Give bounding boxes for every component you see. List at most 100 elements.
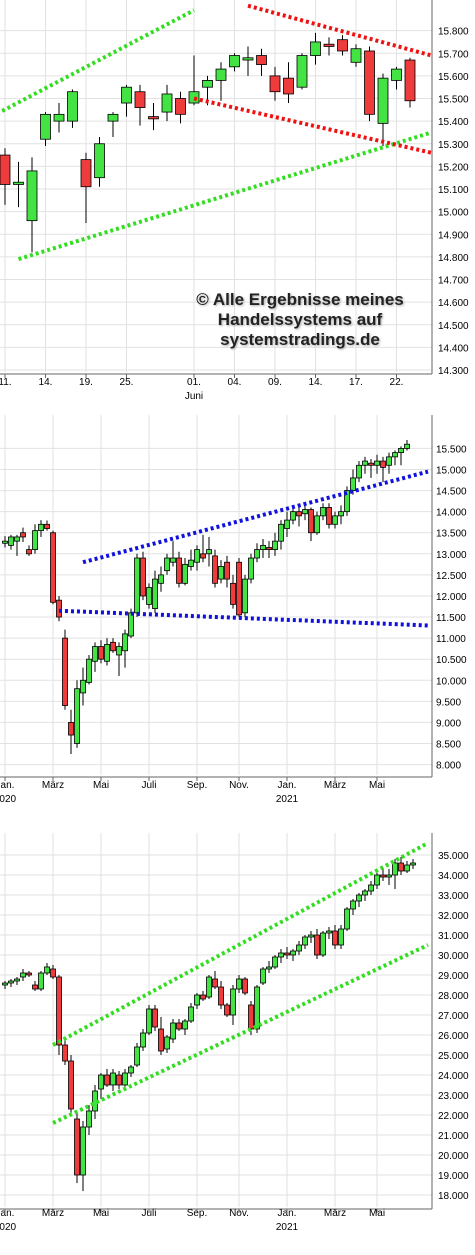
candle-body xyxy=(290,950,296,956)
y-tick-label: 20.000 xyxy=(438,1151,469,1162)
candlestick-chart-1: 15.800 15.700 15.600 15.500 15.400 15.300 15.2… xyxy=(0,0,469,402)
y-tick-label: 14.500 xyxy=(436,487,467,498)
x-tick-label: Sep. xyxy=(187,780,208,791)
candle-body xyxy=(350,900,356,910)
candle-body xyxy=(323,43,335,47)
y-tick-label: 15.500 xyxy=(438,95,469,106)
candle-body xyxy=(200,994,206,1000)
y-tick-label: 14.500 xyxy=(438,321,469,332)
y-tick-label: 21.000 xyxy=(438,1131,469,1142)
candle-body xyxy=(116,646,122,656)
candle-body xyxy=(337,39,348,52)
y-tick-label: 24.000 xyxy=(438,1071,469,1082)
candle-body xyxy=(266,966,272,970)
y-tick-label: 15.400 xyxy=(438,117,469,128)
trend-line xyxy=(82,469,429,565)
candle-body xyxy=(296,55,308,88)
candle-body xyxy=(188,1006,194,1022)
candle-body xyxy=(146,1008,152,1034)
candle-body xyxy=(128,1066,134,1074)
y-tick-label: 14.800 xyxy=(438,253,469,264)
candle-body xyxy=(32,530,38,550)
candle-body xyxy=(344,490,350,513)
candle-body xyxy=(242,578,248,614)
candle-body xyxy=(332,515,338,525)
y-tick-label: 13.000 xyxy=(436,550,467,561)
y-tick-label: 18.000 xyxy=(438,1191,469,1202)
candle-body xyxy=(344,908,350,930)
watermark-line-3: systemstradings.de xyxy=(220,330,380,349)
copyright-watermark: © Alle Ergebnisse meines Handelssystems … xyxy=(175,290,425,350)
candle-body xyxy=(134,91,146,108)
x-subtick-label: Juni xyxy=(185,391,203,402)
candle-body xyxy=(229,55,240,68)
candle-body xyxy=(86,1110,92,1128)
y-tick-label: 32.000 xyxy=(438,911,469,922)
candle-body xyxy=(44,966,50,974)
candle-body xyxy=(26,170,38,222)
candle-body xyxy=(2,982,8,986)
candle-body xyxy=(215,68,227,81)
candle-body xyxy=(80,679,86,694)
candle-body xyxy=(38,523,44,532)
candle-body xyxy=(134,557,140,614)
candle-body xyxy=(308,934,314,938)
candle-body xyxy=(170,557,176,563)
candle-body xyxy=(98,646,104,660)
y-tick-label: 35.000 xyxy=(438,851,469,862)
x-tick-label: 09. xyxy=(268,377,282,388)
candle-body xyxy=(338,511,344,517)
y-tick-label: 22.000 xyxy=(438,1111,469,1122)
candle-body xyxy=(148,116,159,120)
candle-body xyxy=(110,1072,116,1086)
x-tick-label: Mai xyxy=(369,1208,385,1219)
candle-body xyxy=(212,978,218,988)
candle-body xyxy=(404,864,410,872)
x-tick-label: März xyxy=(324,780,346,791)
y-tick-label: 14.600 xyxy=(438,298,469,309)
candle-body xyxy=(320,932,326,956)
candle-body xyxy=(374,874,380,886)
candle-body xyxy=(230,582,236,605)
x-tick-label: Jan. xyxy=(278,1208,297,1219)
x-tick-label: 14. xyxy=(309,377,323,388)
candle-body xyxy=(278,523,284,542)
candlestick-chart-2: 15.500 15.000 14.500 14.000 13.500 13.000 12.5… xyxy=(0,415,467,805)
candle-body xyxy=(404,443,410,449)
candle-body xyxy=(272,956,278,968)
y-tick-label: 12.500 xyxy=(436,571,467,582)
candle-body xyxy=(146,587,152,605)
candle-body xyxy=(230,988,236,1016)
candle-body xyxy=(283,77,294,95)
candle-body xyxy=(248,557,254,580)
candle-body xyxy=(380,460,386,468)
candle-body xyxy=(392,862,398,876)
candle-body xyxy=(256,55,267,65)
y-tick-label: 19.000 xyxy=(438,1171,469,1182)
candle-body xyxy=(158,1028,164,1052)
trend-line xyxy=(52,841,429,1047)
candle-body xyxy=(368,884,374,892)
candle-body xyxy=(80,159,92,188)
candle-body xyxy=(356,894,362,902)
candle-body xyxy=(56,976,62,1046)
candle-body xyxy=(0,154,11,185)
candle-body xyxy=(260,968,266,984)
candle-body xyxy=(404,59,416,102)
candle-body xyxy=(302,936,308,946)
x-tick-label: März xyxy=(324,1208,346,1219)
candle-body xyxy=(194,549,200,563)
candle-body xyxy=(107,113,119,122)
y-tick-label: 28.000 xyxy=(438,991,469,1002)
candle-body xyxy=(62,1044,68,1062)
candle-body xyxy=(158,574,164,584)
candle-body xyxy=(50,968,56,978)
candle-body xyxy=(302,509,308,515)
candle-body xyxy=(98,1074,104,1090)
candle-body xyxy=(284,519,290,529)
y-tick-label: 14.400 xyxy=(438,343,469,354)
x-tick-label: 01. xyxy=(187,377,201,388)
y-tick-label: 15.200 xyxy=(438,162,469,173)
candle-body xyxy=(134,1046,140,1066)
x-tick-label: 19. xyxy=(79,377,93,388)
